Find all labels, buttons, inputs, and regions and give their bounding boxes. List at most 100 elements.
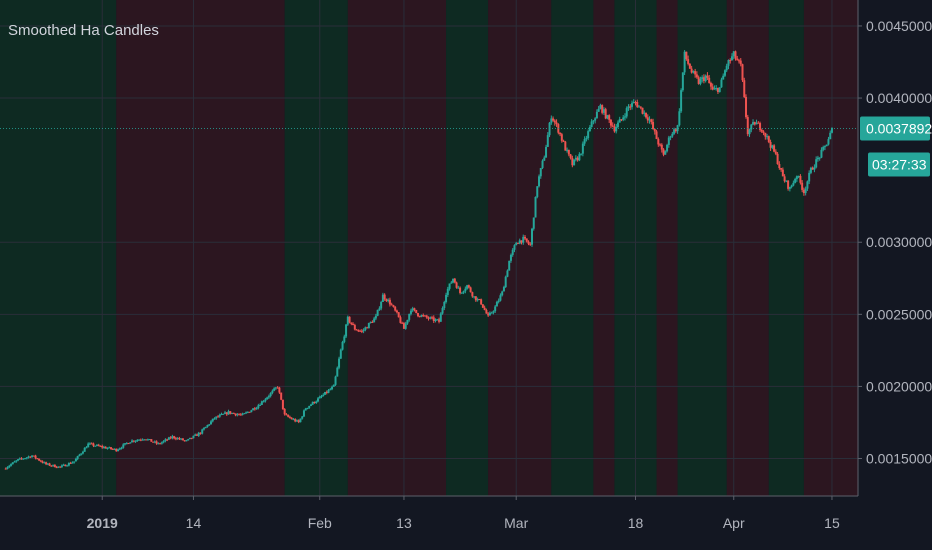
candle-body — [569, 154, 572, 159]
candle-body — [90, 443, 93, 445]
candle-body — [166, 439, 169, 441]
candle-body — [552, 118, 555, 121]
candle-body — [255, 408, 258, 410]
candle-body — [648, 119, 651, 121]
candle-body — [83, 447, 86, 452]
candle-body — [541, 160, 544, 169]
candle-body — [469, 287, 472, 293]
candle-body — [711, 86, 714, 90]
candle-body — [266, 397, 269, 400]
candle-body — [473, 296, 476, 298]
price-axis-panel — [858, 0, 932, 550]
candle-body — [176, 438, 179, 440]
candle-body — [788, 187, 791, 189]
candle-body — [57, 466, 60, 468]
candle-body — [280, 392, 283, 400]
candle-body — [781, 169, 784, 177]
candle-body — [259, 404, 262, 406]
candle-body — [494, 306, 497, 312]
candle-body — [457, 287, 460, 289]
candle-body — [732, 51, 735, 57]
candle-body — [29, 456, 32, 458]
candle-body — [825, 144, 828, 147]
candle-body — [439, 313, 442, 322]
candle-body — [173, 436, 176, 439]
candle-body — [11, 462, 14, 465]
candle-body — [657, 138, 660, 145]
candle-body — [762, 131, 765, 133]
candle-body — [110, 447, 113, 449]
candle-body — [143, 439, 146, 441]
candle-body — [750, 124, 753, 130]
candle-body — [655, 131, 658, 139]
candle-body — [138, 439, 141, 441]
candle-body — [381, 294, 384, 302]
candle-body — [815, 159, 818, 168]
candle-body — [773, 145, 776, 152]
candle-body — [634, 102, 637, 104]
candle-body — [157, 443, 160, 445]
candle-body — [152, 441, 155, 443]
candle-body — [697, 77, 700, 84]
candle-body — [120, 447, 123, 449]
candle-body — [250, 410, 253, 413]
candle-body — [764, 132, 767, 137]
candle-body — [195, 434, 198, 436]
candle-body — [248, 411, 251, 413]
candle-body — [560, 134, 563, 141]
candle-body — [709, 82, 712, 87]
candle-body — [646, 117, 649, 121]
candle-body — [771, 145, 774, 148]
trend-band — [551, 0, 594, 496]
candle-body — [780, 168, 783, 170]
candle-body — [820, 149, 823, 158]
candle-body — [638, 106, 641, 108]
candle-body — [118, 448, 121, 450]
candle-body — [102, 446, 105, 448]
candle-body — [550, 118, 553, 123]
candle-body — [404, 323, 407, 329]
candle-body — [390, 304, 393, 306]
candle-body — [50, 465, 53, 467]
candle-body — [808, 172, 811, 182]
candle-body — [671, 133, 674, 137]
candle-body — [46, 463, 49, 465]
candle-body — [281, 399, 284, 410]
candle-body — [322, 394, 325, 397]
candle-body — [522, 236, 525, 243]
candle-body — [716, 88, 719, 93]
candle-body — [318, 396, 321, 399]
candle-body — [302, 410, 305, 417]
candle-body — [573, 159, 576, 166]
trend-band — [726, 0, 769, 496]
candle-body — [399, 317, 402, 323]
candle-body — [464, 288, 467, 292]
candle-body — [529, 243, 532, 245]
candle-body — [625, 108, 628, 117]
candle-body — [545, 146, 548, 158]
candle-body — [434, 319, 437, 322]
time-axis-panel — [0, 496, 932, 550]
candle-body — [174, 438, 177, 440]
candle-body — [478, 299, 481, 301]
candle-body — [723, 70, 726, 76]
candle-body — [816, 157, 819, 160]
candle-body — [199, 432, 202, 434]
candle-body — [45, 462, 48, 465]
candle-body — [632, 102, 635, 104]
candle-body — [388, 299, 391, 305]
candle-body — [818, 157, 821, 159]
candle-body — [583, 139, 586, 144]
candle-body — [676, 125, 679, 132]
indicator-title[interactable]: Smoothed Ha Candles — [8, 22, 159, 39]
candle-body — [125, 443, 128, 445]
x-tick-label: 2019 — [87, 515, 118, 531]
candle-body — [536, 186, 539, 197]
candle-body — [132, 440, 135, 442]
candle-body — [316, 398, 319, 402]
candle-body — [699, 79, 702, 84]
candle-body — [539, 168, 542, 177]
